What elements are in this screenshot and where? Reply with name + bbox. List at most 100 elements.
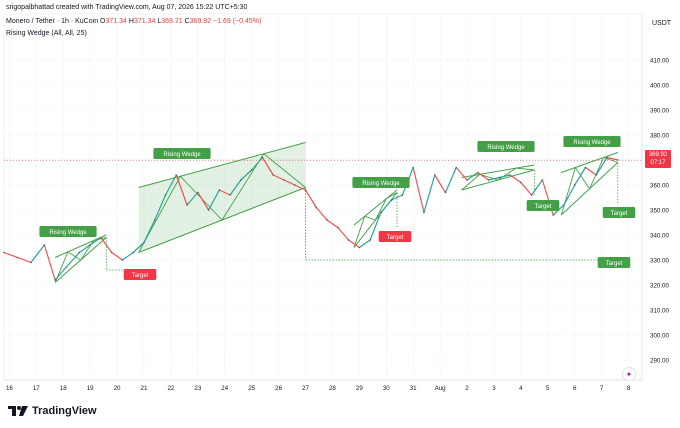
tradingview-logo[interactable]: TradingView (8, 405, 97, 417)
created-by-text: srigopalbhattad created with TradingView… (6, 4, 248, 11)
price-segment (380, 199, 393, 213)
price-segment (17, 256, 32, 264)
price-point (229, 194, 231, 196)
target-label-text: Target (535, 204, 552, 210)
price-segment (348, 239, 360, 248)
price-point (401, 194, 404, 196)
indicator-label[interactable]: Rising Wedge (All, All, 25) (6, 30, 87, 37)
wedge-upper-line[interactable] (561, 152, 618, 173)
wedge-zigzag (560, 156, 618, 216)
target-label-box[interactable] (602, 207, 636, 218)
price-point (240, 179, 242, 181)
price-point (423, 211, 425, 214)
wedge-upper-line[interactable] (54, 234, 107, 258)
currency-label[interactable]: USDT (652, 20, 672, 27)
price-segment (65, 252, 80, 268)
y-tick-label: 320.00 (650, 283, 669, 290)
rising-wedge-label-box[interactable] (352, 177, 410, 188)
x-tick-label: 30 (383, 385, 390, 392)
price-segment (283, 179, 295, 186)
symbol-name[interactable]: Monero / Tether · 1h · KuCoin (6, 18, 99, 25)
price-point (218, 189, 221, 191)
rising-wedge-label-text: Rising Wedge (362, 181, 400, 187)
target-label-box[interactable] (526, 200, 560, 211)
rising-wedge-label-box[interactable] (39, 226, 97, 237)
price-point (16, 256, 19, 259)
price-segment (520, 182, 533, 196)
x-tick-label: 17 (33, 385, 40, 392)
price-segment (488, 176, 500, 181)
price-segment (186, 192, 199, 206)
price-segment (509, 174, 522, 183)
target-label-text: Target (387, 235, 404, 241)
x-tick-label: 5 (546, 385, 550, 392)
ohlc-open-label: O (100, 18, 106, 25)
ohlc-open: 371.34 (105, 18, 127, 25)
price-point (132, 251, 135, 254)
price-segment (595, 157, 608, 176)
rising-wedge-label-box[interactable] (563, 136, 621, 147)
wedge-upper-line[interactable] (353, 189, 398, 226)
price-segment (240, 169, 253, 181)
price-point (89, 244, 91, 246)
price-point (186, 204, 188, 206)
target-label-text: Target (132, 273, 149, 279)
price-segment (251, 157, 263, 171)
price-segment (455, 167, 468, 181)
price-point (541, 179, 544, 181)
price-segment (89, 237, 102, 246)
wedge-zigzag (138, 153, 306, 253)
price-segment (477, 172, 489, 181)
price-point (153, 219, 156, 221)
price-segment (412, 167, 425, 213)
x-tick-label: 16 (6, 385, 13, 392)
x-tick-label: 19 (87, 385, 94, 392)
rising-wedge-label-text: Rising Wedge (49, 230, 87, 236)
x-tick-label: 22 (167, 385, 174, 392)
price-segment (315, 207, 328, 221)
x-tick-label: 25 (248, 385, 255, 392)
target-label-text: Target (611, 211, 628, 217)
rising-wedge-label-box[interactable] (477, 141, 535, 152)
price-segment (3, 251, 18, 259)
price-segment (229, 179, 242, 196)
price-segment (294, 184, 306, 191)
x-tick-label: 20 (114, 385, 121, 392)
price-segment (175, 174, 188, 206)
price-point (30, 261, 32, 264)
price-segment (154, 194, 167, 221)
ohlc-low: 369.71 (161, 18, 183, 25)
ohlc-low-label: L (157, 18, 162, 25)
price-point (78, 251, 81, 254)
target-label-text: Target (606, 261, 623, 267)
price-point (573, 184, 576, 186)
price-point (304, 189, 307, 191)
price-segment (143, 219, 156, 243)
x-tick-label: 29 (356, 385, 363, 392)
price-point (293, 184, 296, 186)
price-segment (337, 227, 350, 241)
target-label-box[interactable] (123, 269, 157, 280)
target-label-box[interactable] (597, 257, 631, 268)
y-tick-label: 390.00 (650, 108, 669, 115)
rising-wedge-label-box[interactable] (153, 148, 211, 159)
price-point (552, 214, 554, 216)
price-point (520, 181, 522, 184)
price-segment (219, 189, 231, 196)
price-point (606, 156, 608, 159)
ohlc-close: 369.92 (189, 18, 212, 25)
x-tick-label: 31 (410, 385, 417, 392)
y-tick-label: 380.00 (650, 133, 669, 140)
target-label-box[interactable] (378, 231, 412, 242)
price-point (412, 166, 414, 169)
price-segment (272, 174, 285, 181)
magic-icon[interactable]: ✦ (622, 367, 636, 381)
price-point (164, 194, 167, 196)
price-segment (208, 189, 220, 211)
price-segment (304, 189, 317, 208)
wedge-upper-line[interactable] (138, 142, 306, 188)
price-point (369, 239, 371, 241)
price-point (272, 174, 274, 176)
price-segment (79, 244, 91, 253)
